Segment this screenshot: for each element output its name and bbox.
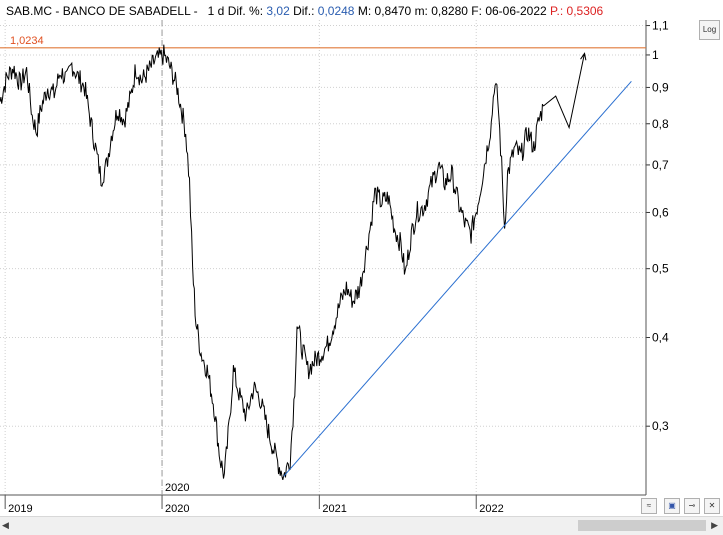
close-icon[interactable]: ✕ (704, 498, 720, 514)
dif-pct-value: 3,02 (266, 4, 290, 18)
price-chart[interactable]: 1,1 1 0,9 0,8 0,7 0,6 0,5 0,4 0,3 2019 2020 2021 202… (0, 0, 723, 516)
date-value: 06-06-2022 (485, 4, 547, 18)
scroll-right-icon[interactable]: ▶ (711, 520, 718, 530)
x-tick-label-0: 2019 (8, 503, 32, 515)
max-label: M: (357, 4, 372, 18)
symbol-label: SAB.MC (6, 4, 53, 18)
y-tick-label-3: 0,8 (652, 117, 669, 131)
max-value: 0,8470 (374, 4, 412, 18)
scroll-thumb[interactable] (578, 520, 706, 531)
min-value: 0,8280 (431, 4, 468, 18)
reference-line-label: 1,0234 (10, 35, 44, 47)
date-label: F: (471, 4, 482, 18)
y-tick-label-7: 0,4 (652, 330, 669, 344)
y-tick-label-6: 0,5 (652, 262, 669, 276)
dif-label: Dif.: (293, 4, 315, 18)
projection-arrowhead (580, 52, 587, 61)
x-tick-label-3: 2022 (479, 503, 503, 515)
y-tick-label-8: 0,3 (652, 419, 669, 433)
save-icon[interactable]: ▣ (664, 498, 680, 514)
x-tick-label-1: 2020 (165, 503, 189, 515)
zoom-wave-icon[interactable]: ≈ (641, 498, 657, 514)
y-tick-label-0: 1,1 (652, 19, 669, 33)
period-label: 1 d (207, 4, 225, 18)
y-tick-label-5: 0,6 (652, 205, 669, 219)
price-series-line (0, 44, 544, 481)
scroll-left-icon[interactable]: ◀ (2, 520, 9, 530)
x-tick-label-2: 2021 (322, 503, 346, 515)
company-name: BANCO DE SABADELL (62, 4, 191, 18)
p-value: 0,5306 (566, 4, 604, 18)
chart-header: SAB.MC - BANCO DE SABADELL - 1 d Dif. %:… (6, 4, 604, 18)
pin-icon[interactable]: ⊸ (684, 498, 700, 514)
p-label: P.: (550, 4, 564, 18)
min-label: m: (414, 4, 428, 18)
y-tick-label-4: 0,7 (652, 158, 669, 172)
horizontal-scrollbar[interactable]: ◀ ▶ (0, 516, 723, 535)
y-tick-label-2: 0,9 (652, 80, 669, 94)
dif-value: 0,0248 (317, 4, 355, 18)
projection-path (542, 53, 585, 130)
y-tick-label-1: 1 (652, 48, 659, 62)
log-scale-button[interactable]: Log (699, 20, 720, 40)
vertical-marker-label: 2020 (165, 482, 189, 494)
dif-pct-label: Dif. %: (227, 4, 264, 18)
support-trendline (283, 80, 632, 477)
